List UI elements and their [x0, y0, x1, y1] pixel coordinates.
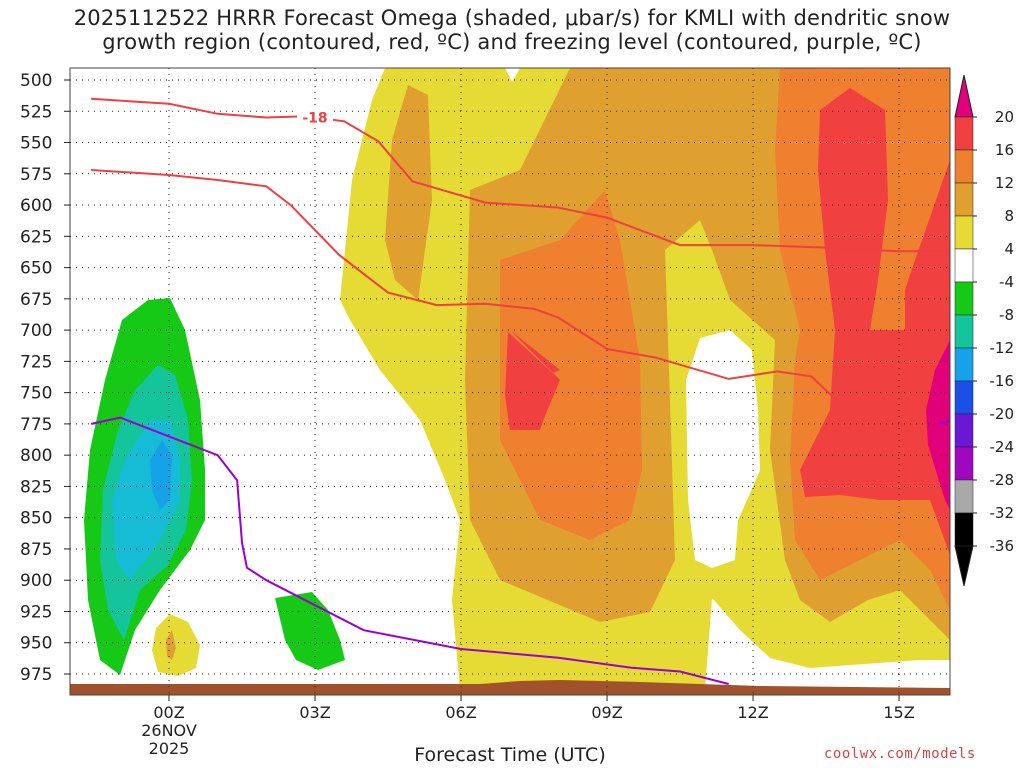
- x-tick-label: 00Z: [153, 703, 184, 722]
- omega-area-12-16: [500, 190, 642, 540]
- colorbar-band: [954, 314, 974, 349]
- title-line-2: growth region (contoured, red, ºC) and f…: [102, 30, 922, 54]
- colorbar-label: -24: [990, 438, 1015, 456]
- x-tick-year: 2025: [149, 739, 190, 758]
- y-tick-label: 750: [20, 384, 52, 404]
- y-tick-label: 825: [20, 477, 52, 497]
- y-tick-label: 500: [20, 71, 52, 91]
- colorbar-band: [954, 149, 974, 184]
- contour-line: [90, 416, 729, 685]
- y-tick-label: 975: [20, 665, 52, 685]
- chart-title: 2025112522 HRRR Forecast Omega (shaded, …: [0, 6, 1024, 54]
- colorbar-extend-bottom: [954, 545, 974, 587]
- colorbar-label: 12: [995, 174, 1014, 192]
- y-tick-label: 650: [20, 259, 52, 279]
- colorbar-label: -28: [990, 471, 1015, 489]
- colorbar-label: 20: [995, 108, 1014, 126]
- colorbar-band: [954, 248, 974, 283]
- colorbar-band: [954, 413, 974, 448]
- colorbar-band: [954, 479, 974, 514]
- colorbar-band: [954, 380, 974, 415]
- omega-shading: [70, 68, 950, 695]
- y-tick-label: 925: [20, 602, 52, 622]
- y-tick-label: 900: [20, 571, 52, 591]
- colorbar-band: [954, 215, 974, 250]
- y-tick-label: 875: [20, 540, 52, 560]
- x-axis-title: Forecast Time (UTC): [414, 744, 606, 766]
- contour-labels: -18: [297, 109, 334, 127]
- grid: [70, 68, 950, 695]
- contour-line: [91, 97, 950, 253]
- colorbar-label: -36: [990, 537, 1015, 555]
- omega-gap: [686, 330, 760, 568]
- contour-label: -18: [302, 111, 327, 127]
- colorbar-label: -8: [999, 306, 1014, 324]
- colorbar-band: [954, 512, 974, 547]
- y-tick-label: 850: [20, 509, 52, 529]
- colorbar-label: 8: [1004, 207, 1014, 225]
- omega-area-8-12-surface: [166, 630, 176, 660]
- colorbar-label: -4: [999, 273, 1014, 291]
- x-tick-label: 06Z: [445, 703, 476, 722]
- y-tick-label: 725: [20, 352, 52, 372]
- y-axis-tick-labels: 500 525 550 575 600 625 650 675 700 725 750 775 800 8…: [20, 71, 70, 685]
- y-tick-label: 550: [20, 134, 52, 154]
- ground-surface: [70, 680, 950, 695]
- colorbar-band: [954, 281, 974, 316]
- y-tick-label: 800: [20, 446, 52, 466]
- colorbar-band: [954, 347, 974, 382]
- contour-line: [937, 419, 950, 425]
- colorbar-label: 16: [995, 141, 1014, 159]
- colorbar-label: 4: [1004, 240, 1014, 258]
- x-tick-label: 12Z: [737, 703, 768, 722]
- colorbar-label: -20: [990, 405, 1015, 423]
- omega-area-neg16-neg20: [150, 440, 172, 510]
- x-tick-label: 15Z: [883, 703, 914, 722]
- y-tick-label: 625: [20, 227, 52, 247]
- x-tick-label: 03Z: [299, 703, 330, 722]
- omega-area-20-24: [926, 340, 950, 510]
- y-tick-label: 600: [20, 196, 52, 216]
- contour-label-bg: [297, 109, 334, 126]
- plot-frame: [69, 67, 951, 696]
- omega-area-16-20: [505, 332, 558, 430]
- colorbar-band: [954, 182, 974, 217]
- x-tick-date: 26NOV: [141, 721, 197, 740]
- contour-line: [91, 169, 832, 396]
- colorbar-label: -12: [990, 339, 1015, 357]
- omega-area-8-12: [385, 85, 432, 300]
- title-line-1: 2025112522 HRRR Forecast Omega (shaded, …: [73, 6, 951, 30]
- y-tick-label: 675: [20, 290, 52, 310]
- y-tick-label: 950: [20, 634, 52, 654]
- colorbar-band: [954, 116, 974, 151]
- credit-link[interactable]: coolwx.com/models: [824, 746, 976, 762]
- colorbar: 20 16 12 8 4 -4 -8 -12 -16 -20 -24 -28 -32 -36: [954, 74, 1015, 587]
- colorbar-label: -16: [990, 372, 1015, 390]
- y-tick-label: 575: [20, 165, 52, 185]
- omega-area-4-8-surface: [152, 614, 200, 676]
- contours: [90, 97, 950, 685]
- y-tick-label: 525: [20, 102, 52, 122]
- colorbar-extend-top: [954, 74, 974, 118]
- x-tick-label: 09Z: [591, 703, 622, 722]
- omega-gap-top: [505, 68, 520, 82]
- y-tick-label: 775: [20, 415, 52, 435]
- colorbar-band: [954, 446, 974, 481]
- colorbar-label: -32: [990, 504, 1015, 522]
- y-tick-label: 700: [20, 321, 52, 341]
- omega-area-16-20: [800, 88, 950, 555]
